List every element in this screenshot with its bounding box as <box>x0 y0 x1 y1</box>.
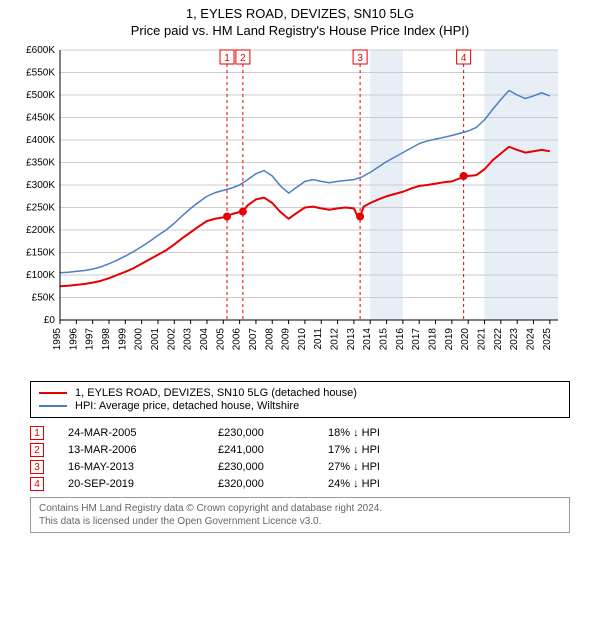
svg-text:2017: 2017 <box>411 328 422 351</box>
svg-text:2009: 2009 <box>281 328 292 351</box>
transaction-price: £230,000 <box>218 461 328 473</box>
transaction-date: 20-SEP-2019 <box>68 478 218 490</box>
transaction-row: 4 20-SEP-2019£320,00024% ↓ HPI <box>30 477 570 491</box>
svg-text:1997: 1997 <box>85 328 96 351</box>
transaction-diff: 17% ↓ HPI <box>328 444 428 456</box>
svg-text:2021: 2021 <box>477 328 488 351</box>
legend-swatch <box>39 405 67 407</box>
svg-text:£500K: £500K <box>26 90 55 101</box>
chart-area: £0 £50K £100K £150K £200K £250K £300K £350K £400… <box>10 40 590 375</box>
svg-text:2003: 2003 <box>183 328 194 351</box>
svg-text:2012: 2012 <box>330 328 341 351</box>
svg-text:£250K: £250K <box>26 203 55 214</box>
svg-text:£100K: £100K <box>26 270 55 281</box>
transaction-date: 16-MAY-2013 <box>68 461 218 473</box>
svg-text:£450K: £450K <box>26 113 55 124</box>
svg-text:2006: 2006 <box>232 328 243 351</box>
svg-text:2000: 2000 <box>134 328 145 351</box>
transaction-diff: 27% ↓ HPI <box>328 461 428 473</box>
svg-text:£300K: £300K <box>26 180 55 191</box>
legend-swatch <box>39 392 67 394</box>
legend: 1, EYLES ROAD, DEVIZES, SN10 5LG (detach… <box>30 381 570 418</box>
transaction-price: £230,000 <box>218 427 328 439</box>
legend-label: 1, EYLES ROAD, DEVIZES, SN10 5LG (detach… <box>75 387 357 399</box>
svg-text:2016: 2016 <box>395 328 406 351</box>
svg-text:2025: 2025 <box>542 328 553 351</box>
title-sub: Price paid vs. HM Land Registry's House … <box>0 23 600 38</box>
footer-line2: This data is licensed under the Open Gov… <box>39 515 561 528</box>
transaction-price: £241,000 <box>218 444 328 456</box>
svg-text:2007: 2007 <box>248 328 259 351</box>
svg-text:4: 4 <box>461 53 467 64</box>
transaction-table: 124-MAR-2005£230,00018% ↓ HPI213-MAR-200… <box>30 426 570 491</box>
svg-text:2002: 2002 <box>166 328 177 351</box>
svg-text:2008: 2008 <box>264 328 275 351</box>
transaction-row: 3 16-MAY-2013£230,00027% ↓ HPI <box>30 460 570 474</box>
transaction-diff: 18% ↓ HPI <box>328 427 428 439</box>
svg-text:£50K: £50K <box>32 293 56 304</box>
svg-text:£550K: £550K <box>26 68 55 79</box>
svg-text:2004: 2004 <box>199 328 210 351</box>
chart-titles: 1, EYLES ROAD, DEVIZES, SN10 5LG Price p… <box>0 0 600 40</box>
svg-text:£0: £0 <box>44 315 56 326</box>
page-root: 1, EYLES ROAD, DEVIZES, SN10 5LG Price p… <box>0 0 600 533</box>
svg-text:£200K: £200K <box>26 225 55 236</box>
svg-text:2014: 2014 <box>362 328 373 351</box>
title-main: 1, EYLES ROAD, DEVIZES, SN10 5LG <box>0 6 600 21</box>
svg-text:2019: 2019 <box>444 328 455 351</box>
transaction-date: 13-MAR-2006 <box>68 444 218 456</box>
svg-text:1996: 1996 <box>68 328 79 351</box>
transaction-marker-box: 2 <box>30 443 44 457</box>
svg-text:2024: 2024 <box>526 328 537 351</box>
footer-line1: Contains HM Land Registry data © Crown c… <box>39 502 561 515</box>
svg-text:£150K: £150K <box>26 248 55 259</box>
svg-text:2013: 2013 <box>346 328 357 351</box>
svg-text:2023: 2023 <box>509 328 520 351</box>
svg-text:2022: 2022 <box>493 328 504 351</box>
transaction-marker-box: 1 <box>30 426 44 440</box>
transaction-marker-box: 3 <box>30 460 44 474</box>
transaction-row: 2 13-MAR-2006£241,00017% ↓ HPI <box>30 443 570 457</box>
transaction-diff: 24% ↓ HPI <box>328 478 428 490</box>
transaction-marker-box: 4 <box>30 477 44 491</box>
price-chart: £0 £50K £100K £150K £200K £250K £300K £350K £400… <box>10 40 570 370</box>
footer-attribution: Contains HM Land Registry data © Crown c… <box>30 497 570 533</box>
svg-text:3: 3 <box>357 53 363 64</box>
transaction-price: £320,000 <box>218 478 328 490</box>
legend-label: HPI: Average price, detached house, Wilt… <box>75 400 299 412</box>
svg-text:£600K: £600K <box>26 45 55 56</box>
svg-text:1: 1 <box>224 53 230 64</box>
legend-item: 1, EYLES ROAD, DEVIZES, SN10 5LG (detach… <box>39 387 561 399</box>
svg-text:2010: 2010 <box>297 328 308 351</box>
transaction-row: 1 24-MAR-2005£230,00018% ↓ HPI <box>30 426 570 440</box>
svg-text:2005: 2005 <box>215 328 226 351</box>
svg-text:£350K: £350K <box>26 158 55 169</box>
svg-text:2011: 2011 <box>313 328 324 350</box>
svg-text:2001: 2001 <box>150 328 161 351</box>
svg-text:2015: 2015 <box>379 328 390 351</box>
svg-text:1995: 1995 <box>52 328 63 351</box>
svg-text:2018: 2018 <box>428 328 439 351</box>
svg-text:1998: 1998 <box>101 328 112 351</box>
svg-text:2: 2 <box>240 53 246 64</box>
svg-text:1999: 1999 <box>117 328 128 351</box>
transaction-date: 24-MAR-2005 <box>68 427 218 439</box>
svg-text:£400K: £400K <box>26 135 55 146</box>
svg-text:2020: 2020 <box>460 328 471 351</box>
legend-item: HPI: Average price, detached house, Wilt… <box>39 400 561 412</box>
